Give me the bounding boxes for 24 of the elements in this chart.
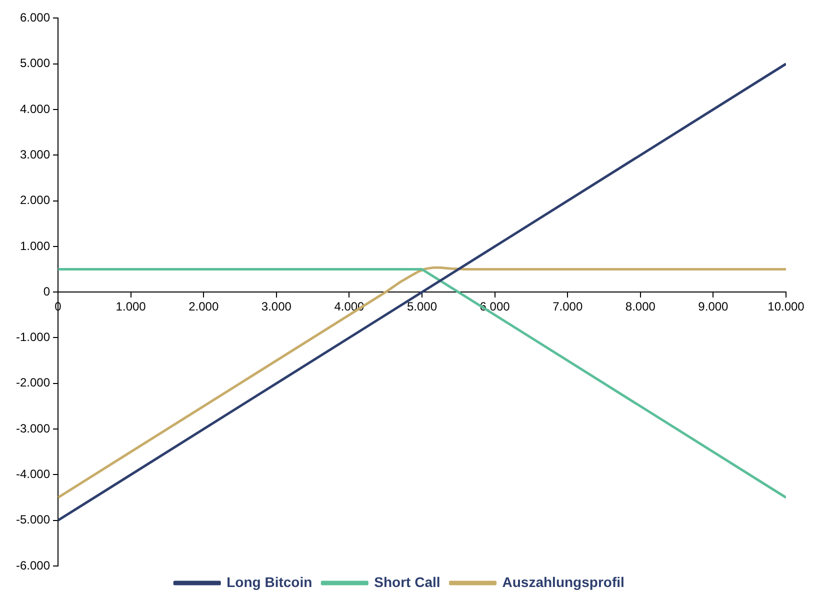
y-tick-label: 6.000 xyxy=(20,10,50,25)
x-tick-label: 1.000 xyxy=(116,300,146,314)
y-tick-label: -6.000 xyxy=(16,558,50,572)
legend-label: Long Bitcoin xyxy=(226,574,312,590)
y-tick-label: 1.000 xyxy=(20,238,50,253)
y-tick-label: -3.000 xyxy=(16,421,50,436)
y-tick-label: 5.000 xyxy=(20,56,50,70)
legend-label: Short Call xyxy=(374,574,440,590)
y-tick-label: 0 xyxy=(43,284,50,298)
x-tick-label: 5.000 xyxy=(406,300,438,314)
y-tick-label: 3.000 xyxy=(20,147,50,162)
x-tick-label: 7.000 xyxy=(552,300,583,314)
x-tick-label: 3.000 xyxy=(261,300,292,314)
y-tick-label: 2.000 xyxy=(20,193,50,208)
y-tick-label: -4.000 xyxy=(16,467,50,482)
x-tick-label: 2.000 xyxy=(188,300,219,314)
x-tick-label: 8.000 xyxy=(625,300,656,314)
legend-label: Auszahlungsprofil xyxy=(502,574,624,590)
x-tick-label: 10.000 xyxy=(768,300,805,314)
y-tick-label: -2.000 xyxy=(16,376,50,390)
y-tick-label: -5.000 xyxy=(16,512,50,527)
x-tick-label: 9.000 xyxy=(698,300,729,314)
y-tick-label: 4.000 xyxy=(20,102,50,116)
y-tick-label: -1.000 xyxy=(16,330,50,344)
